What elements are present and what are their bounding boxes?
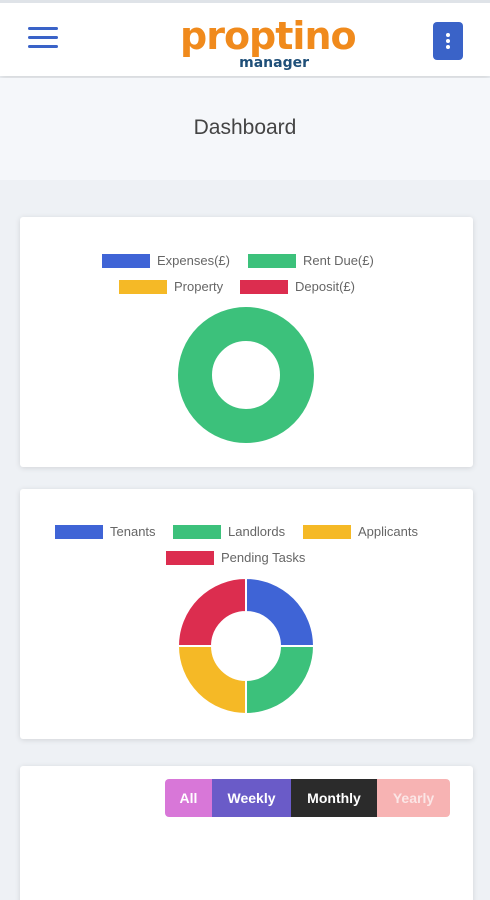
legend-swatch [173, 525, 221, 539]
menu-line [28, 27, 58, 30]
vertical-dots-icon [446, 45, 450, 49]
legend-item-deposit[interactable]: Deposit(£) [240, 279, 370, 295]
donut-slice-pending-tasks[interactable] [176, 576, 247, 647]
finance-donut-chart [178, 307, 314, 443]
legend-label: Rent Due(£) [303, 253, 374, 268]
tab-yearly[interactable]: Yearly [377, 779, 450, 817]
legend-swatch [248, 254, 296, 268]
legend-swatch [55, 525, 103, 539]
donut-slice-tenants[interactable] [245, 576, 316, 647]
legend-swatch [240, 280, 288, 294]
tab-all[interactable]: All [165, 779, 212, 817]
legend-label: Applicants [358, 524, 418, 539]
menu-line [28, 36, 58, 39]
legend-label: Expenses(£) [157, 253, 230, 268]
legend-item-tenants[interactable]: Tenants [55, 524, 170, 540]
app-logo[interactable]: proptino manager [180, 13, 357, 73]
contacts-chart-card: Tenants Landlords Applicants Pending Tas… [20, 489, 473, 739]
donut-slice-rent-due[interactable] [178, 307, 314, 443]
legend-label: Landlords [228, 524, 286, 539]
legend-label: Pending Tasks [221, 550, 306, 565]
legend-item-property[interactable]: Property [119, 279, 239, 295]
logo-subtitle: manager [239, 55, 309, 71]
period-chart-card: All Weekly Monthly Yearly [20, 766, 473, 900]
menu-line [28, 45, 58, 48]
donut-slice-applicants[interactable] [176, 645, 247, 716]
tab-weekly[interactable]: Weekly [212, 779, 291, 817]
hamburger-menu-icon[interactable] [28, 27, 58, 49]
page-title: Dashboard [193, 116, 297, 139]
legend-label: Property [174, 279, 224, 294]
donut-slice-landlords[interactable] [245, 645, 316, 716]
legend-item-applicants[interactable]: Applicants [303, 524, 433, 540]
vertical-dots-icon [446, 33, 450, 37]
legend-item-rent-due[interactable]: Rent Due(£) [248, 253, 388, 269]
legend-item-expenses[interactable]: Expenses(£) [102, 253, 242, 269]
logo-wordmark: proptino [180, 14, 357, 58]
legend-item-pending-tasks[interactable]: Pending Tasks [166, 550, 326, 566]
legend-swatch [303, 525, 351, 539]
contacts-donut-chart [176, 576, 316, 716]
legend-label: Deposit(£) [295, 279, 355, 294]
legend-label: Tenants [110, 524, 156, 539]
legend-item-landlords[interactable]: Landlords [173, 524, 298, 540]
period-tab-group: All Weekly Monthly Yearly [165, 779, 450, 817]
legend-swatch [119, 280, 167, 294]
top-app-bar: proptino manager [0, 0, 490, 76]
page-header [0, 78, 490, 180]
legend-swatch [166, 551, 214, 565]
tab-monthly[interactable]: Monthly [291, 779, 377, 817]
legend-swatch [102, 254, 150, 268]
vertical-dots-icon [446, 39, 450, 43]
more-options-button[interactable] [433, 22, 463, 60]
finance-chart-card: Expenses(£) Rent Due(£) Property Deposit… [20, 217, 473, 467]
